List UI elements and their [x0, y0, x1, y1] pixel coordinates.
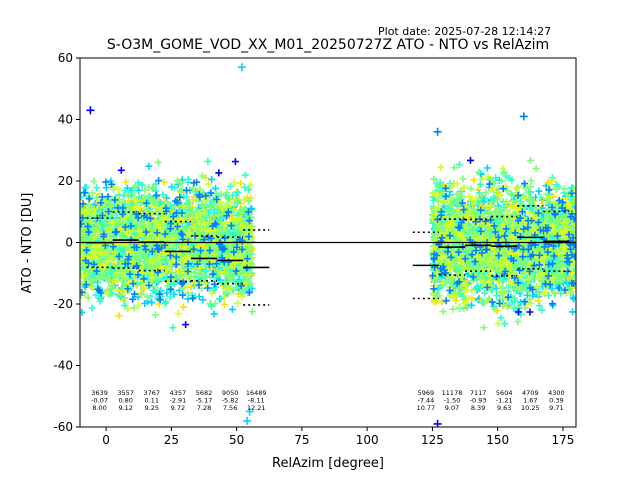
- y-tick-label: -20: [53, 297, 73, 311]
- bin-label: 16489: [246, 389, 267, 397]
- y-tick-label: 0: [65, 236, 73, 250]
- bin-label: 10.77: [417, 404, 436, 412]
- y-axis: -60 -40 -20 0 20 40 60: [53, 51, 80, 434]
- bin-label: 0.39: [549, 397, 563, 405]
- bin-label: -8.11: [248, 397, 265, 405]
- bin-label: -5.17: [196, 397, 213, 405]
- y-tick-label: -40: [53, 359, 73, 373]
- bin-label: 9.71: [549, 404, 563, 412]
- bin-label: 7.28: [197, 404, 211, 412]
- bin-label: 9.25: [145, 404, 159, 412]
- scatter-series-5: [80, 112, 576, 308]
- bin-label: -5.82: [222, 397, 239, 405]
- bin-label: 5604: [496, 389, 513, 397]
- bin-label: -0.93: [470, 397, 487, 405]
- bin-label: -0.07: [91, 397, 108, 405]
- scatter-series-6: [86, 106, 534, 427]
- x-axis-label: RelAzim [degree]: [272, 456, 384, 471]
- x-tick-label: 75: [294, 433, 309, 447]
- x-tick-label: 25: [164, 433, 179, 447]
- bin-label: 5682: [196, 389, 213, 397]
- x-tick-label: 175: [551, 433, 574, 447]
- bin-label: 3557: [117, 389, 134, 397]
- bin-label: 4709: [522, 389, 539, 397]
- y-tick-label: 40: [58, 113, 73, 127]
- bin-label: 9.07: [445, 404, 459, 412]
- bin-label: 12.21: [247, 404, 266, 412]
- y-axis-label: ATO - NTO [DU]: [20, 193, 35, 294]
- bin-label: 4300: [548, 389, 565, 397]
- bin-label: 9050: [222, 389, 239, 397]
- bin-label: 4357: [170, 389, 187, 397]
- bin-label: 5969: [418, 389, 435, 397]
- bin-label: 3639: [91, 389, 108, 397]
- x-tick-label: 100: [356, 433, 379, 447]
- bin-label: 9.63: [497, 404, 511, 412]
- bin-label: 7.56: [223, 404, 237, 412]
- x-tick-label: 150: [486, 433, 509, 447]
- bin-label: 1.67: [523, 397, 537, 405]
- bin-label: 7117: [470, 389, 487, 397]
- bin-label: 9.12: [118, 404, 132, 412]
- y-tick-label: 20: [58, 174, 73, 188]
- plot-date: Plot date: 2025-07-28 12:14:27: [378, 25, 551, 38]
- bin-label: 10.25: [521, 404, 540, 412]
- bin-label: 9.72: [171, 404, 185, 412]
- bin-label: -1.50: [444, 397, 461, 405]
- scatter-points: [80, 63, 576, 427]
- x-tick-label: 50: [229, 433, 244, 447]
- x-axis: 0 25 50 75 100 125 150 175: [102, 427, 574, 447]
- bin-label: 8.39: [471, 404, 485, 412]
- bin-label: 3767: [144, 389, 161, 397]
- bin-label: 8.00: [92, 404, 106, 412]
- x-tick-label: 125: [421, 433, 444, 447]
- bin-label: 11178: [442, 389, 463, 397]
- chart-title: S-O3M_GOME_VOD_XX_M01_20250727Z ATO - NT…: [107, 37, 549, 53]
- bin-label: -1.21: [496, 397, 513, 405]
- bin-label: 0.11: [145, 397, 159, 405]
- bin-statistics: [80, 205, 576, 306]
- y-tick-label: -60: [53, 420, 73, 434]
- bin-label: -7.44: [417, 397, 434, 405]
- bin-label: 0.80: [118, 397, 132, 405]
- bin-label: -2.91: [169, 397, 186, 405]
- x-tick-label: 0: [102, 433, 110, 447]
- y-tick-label: 60: [58, 51, 73, 65]
